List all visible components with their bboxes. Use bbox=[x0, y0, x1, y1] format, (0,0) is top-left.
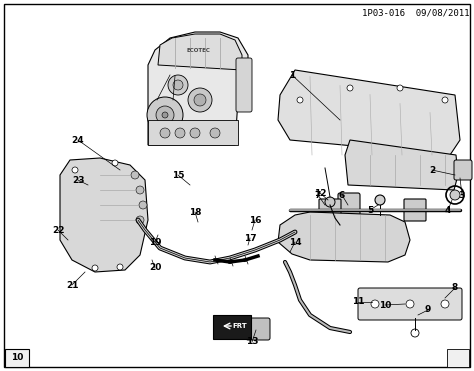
Text: 8: 8 bbox=[452, 283, 458, 292]
Circle shape bbox=[450, 190, 460, 200]
FancyBboxPatch shape bbox=[404, 199, 426, 221]
Circle shape bbox=[397, 85, 403, 91]
Text: ECOTEC: ECOTEC bbox=[186, 47, 210, 53]
FancyBboxPatch shape bbox=[5, 349, 29, 367]
Text: 13: 13 bbox=[246, 338, 258, 347]
Text: 15: 15 bbox=[172, 171, 184, 180]
Polygon shape bbox=[148, 32, 248, 145]
Polygon shape bbox=[158, 34, 242, 70]
Text: 18: 18 bbox=[189, 207, 201, 217]
Polygon shape bbox=[278, 212, 410, 262]
FancyBboxPatch shape bbox=[236, 58, 252, 112]
Circle shape bbox=[168, 75, 188, 95]
Text: 10: 10 bbox=[11, 354, 23, 362]
Text: 11: 11 bbox=[352, 298, 364, 306]
Polygon shape bbox=[60, 158, 148, 272]
Text: 14: 14 bbox=[289, 237, 301, 246]
Circle shape bbox=[175, 128, 185, 138]
Text: 10: 10 bbox=[379, 301, 391, 309]
Circle shape bbox=[210, 128, 220, 138]
Text: 7: 7 bbox=[315, 190, 321, 200]
Circle shape bbox=[371, 300, 379, 308]
Circle shape bbox=[347, 85, 353, 91]
Text: 9: 9 bbox=[425, 305, 431, 315]
Text: 17: 17 bbox=[244, 233, 256, 243]
FancyBboxPatch shape bbox=[246, 318, 270, 340]
Text: 20: 20 bbox=[149, 263, 161, 273]
Circle shape bbox=[411, 329, 419, 337]
Text: 22: 22 bbox=[52, 226, 64, 234]
Circle shape bbox=[139, 201, 147, 209]
Circle shape bbox=[297, 97, 303, 103]
Circle shape bbox=[173, 80, 183, 90]
Text: 6: 6 bbox=[339, 190, 345, 200]
Text: 4: 4 bbox=[445, 206, 451, 214]
Circle shape bbox=[406, 300, 414, 308]
Circle shape bbox=[147, 97, 183, 133]
Text: 24: 24 bbox=[72, 135, 84, 144]
Circle shape bbox=[156, 106, 174, 124]
Circle shape bbox=[160, 128, 170, 138]
Circle shape bbox=[325, 197, 335, 207]
Polygon shape bbox=[345, 140, 458, 190]
Circle shape bbox=[136, 186, 144, 194]
Circle shape bbox=[72, 167, 78, 173]
Circle shape bbox=[117, 264, 123, 270]
Text: 1: 1 bbox=[289, 70, 295, 79]
Circle shape bbox=[194, 94, 206, 106]
FancyBboxPatch shape bbox=[338, 193, 360, 219]
Circle shape bbox=[92, 265, 98, 271]
Circle shape bbox=[375, 195, 385, 205]
FancyBboxPatch shape bbox=[213, 315, 251, 339]
Circle shape bbox=[188, 88, 212, 112]
Circle shape bbox=[112, 160, 118, 166]
Text: FRT: FRT bbox=[233, 323, 247, 329]
Polygon shape bbox=[278, 70, 460, 155]
Circle shape bbox=[136, 216, 144, 224]
Text: 1P03-016  09/08/2011: 1P03-016 09/08/2011 bbox=[363, 8, 470, 17]
Text: 23: 23 bbox=[72, 175, 84, 184]
Circle shape bbox=[162, 112, 168, 118]
FancyBboxPatch shape bbox=[454, 160, 472, 180]
Text: 3: 3 bbox=[459, 190, 465, 200]
Text: 12: 12 bbox=[314, 188, 326, 197]
FancyBboxPatch shape bbox=[358, 288, 462, 320]
Text: 16: 16 bbox=[249, 216, 261, 224]
FancyBboxPatch shape bbox=[319, 199, 341, 221]
Bar bbox=[148, 120, 238, 145]
Circle shape bbox=[442, 97, 448, 103]
Circle shape bbox=[131, 171, 139, 179]
Text: 19: 19 bbox=[149, 237, 161, 246]
FancyBboxPatch shape bbox=[447, 349, 469, 367]
Circle shape bbox=[190, 128, 200, 138]
Text: 5: 5 bbox=[367, 206, 373, 214]
Circle shape bbox=[441, 300, 449, 308]
Text: 21: 21 bbox=[66, 280, 78, 289]
Text: 2: 2 bbox=[429, 165, 435, 174]
